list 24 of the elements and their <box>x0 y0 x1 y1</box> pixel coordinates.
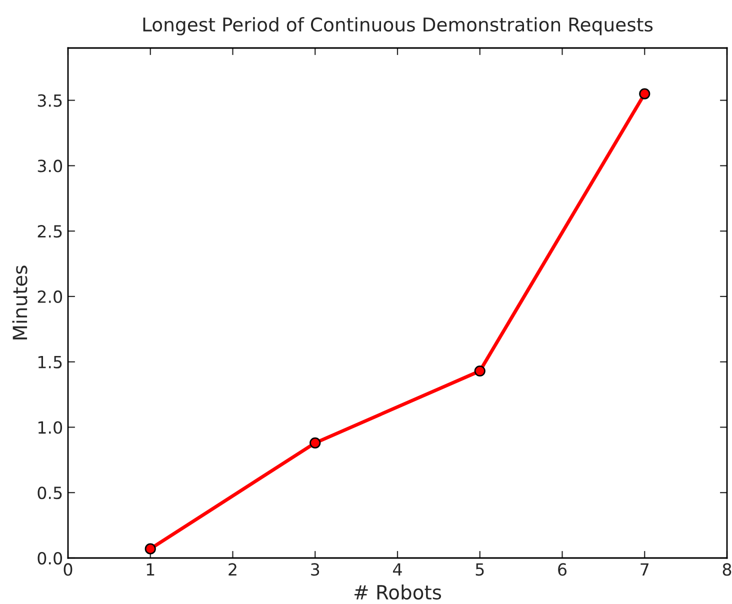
x-tick-label: 1 <box>146 563 154 576</box>
x-tick-label: 6 <box>558 563 567 576</box>
y-tick-label: 3.5 <box>38 94 62 107</box>
y-tick-label: 0.0 <box>38 552 62 565</box>
x-tick-label: 7 <box>640 563 649 576</box>
y-tick-label: 0.5 <box>38 486 62 500</box>
x-axis-title: # Robots <box>354 584 442 600</box>
x-tick-label: 4 <box>393 563 402 576</box>
y-tick-label: 1.5 <box>38 356 62 368</box>
x-tick-label: 8 <box>722 563 732 576</box>
y-tick-label: 2.5 <box>38 225 62 238</box>
x-tick-label: 2 <box>228 563 236 576</box>
y-tick-label: 2.0 <box>38 290 62 304</box>
chart-title: Longest Period of Continuous Demonstration Requests <box>143 17 653 36</box>
y-axis-title: Minutes <box>12 266 28 340</box>
x-tick-label: 5 <box>476 563 484 576</box>
point <box>639 88 650 100</box>
point <box>144 543 156 554</box>
y-tick-label: 1.0 <box>38 421 62 434</box>
point <box>310 437 321 448</box>
x-tick-label: 0 <box>64 563 72 576</box>
point <box>474 365 486 377</box>
y-tick-label: 3.0 <box>38 160 62 172</box>
x-tick-label: 3 <box>311 563 320 576</box>
